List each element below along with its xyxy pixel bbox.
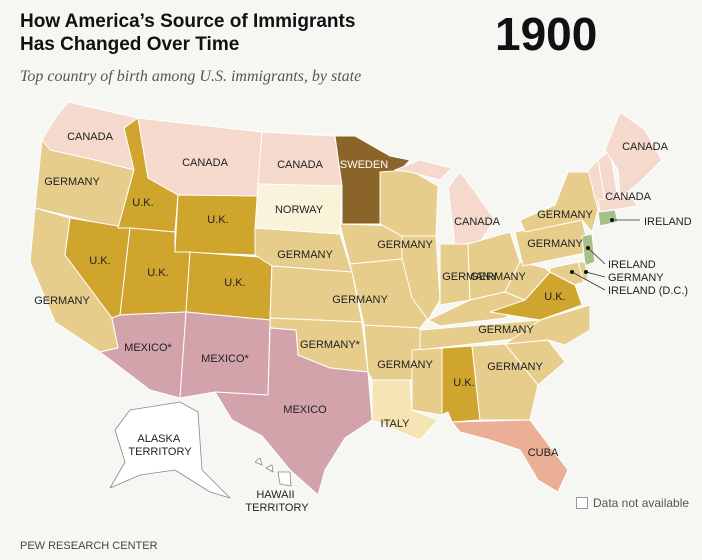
state-massachusetts [597, 195, 639, 213]
label-delaware: GERMANY [608, 272, 664, 284]
label-alaska: ALASKA TERRITORY [128, 433, 192, 458]
state-georgia [471, 343, 539, 421]
label-georgia: GERMANY [487, 361, 543, 373]
label-alaska-line2: TERRITORY [128, 446, 192, 458]
label-connecticut: IRELAND [644, 216, 692, 228]
legend-swatch-not-available [576, 497, 588, 509]
label-wisconsin: GERMANY [377, 239, 433, 251]
label-utah: U.K. [147, 267, 168, 279]
label-michigan: CANADA [454, 216, 501, 228]
state-arizona [99, 311, 187, 399]
label-hawaii-line1: HAWAII [256, 489, 294, 501]
state-florida [451, 419, 569, 493]
territory-alaska [109, 401, 231, 499]
chart-title: How America’s Source of Immigrants Has C… [20, 10, 400, 56]
label-louisiana: ITALY [381, 418, 411, 430]
label-new-mexico: MEXICO* [201, 353, 249, 365]
source-credit: PEW RESEARCH CENTER [20, 540, 158, 552]
label-north-carolina: GERMANY [478, 324, 534, 336]
label-arizona: MEXICO* [124, 342, 172, 354]
label-pennsylvania: GERMANY [527, 238, 583, 250]
state-delaware [577, 261, 589, 283]
state-michigan-upper [394, 159, 453, 181]
label-new-york: GERMANY [537, 209, 593, 221]
label-virginia: U.K. [544, 291, 565, 303]
state-west-virginia [504, 261, 551, 301]
label-new-jersey: IRELAND [608, 259, 656, 271]
label-alabama: U.K. [453, 377, 474, 389]
label-ohio: GERMANY [470, 271, 526, 283]
state-michigan [447, 171, 496, 246]
label-north-dakota: CANADA [277, 159, 324, 171]
legend: Data not available [576, 496, 689, 510]
label-south-dakota: NORWAY [275, 204, 324, 216]
state-north-carolina [504, 304, 591, 346]
label-vermont: CANADA [605, 191, 652, 203]
year-label: 1900 [495, 8, 598, 60]
state-maine [604, 111, 663, 199]
label-maine: CANADA [622, 141, 669, 153]
label-oregon: GERMANY [44, 176, 100, 188]
state-texas [214, 327, 373, 496]
label-hawaii: HAWAII TERRITORY [245, 489, 309, 514]
label-indiana: GERMANY [442, 271, 498, 283]
label-texas: MEXICO [283, 404, 327, 416]
legend-label: Data not available [593, 496, 690, 510]
subtitle: Top country of birth among U.S. immigran… [20, 68, 362, 85]
label-alaska-line1: ALASKA [137, 433, 180, 445]
label-oklahoma: GERMANY* [300, 339, 361, 351]
label-nebraska: GERMANY [277, 249, 333, 261]
title-line-2: Has Changed Over Time [20, 34, 240, 55]
label-dc: IRELAND (D.C.) [608, 285, 688, 297]
label-colorado: U.K. [224, 277, 245, 289]
territory-hawaii [254, 457, 292, 487]
label-kansas: GERMANY [332, 294, 388, 306]
state-wisconsin [379, 169, 439, 237]
label-nevada: U.K. [89, 255, 110, 267]
label-idaho: U.K. [132, 197, 153, 209]
label-arkansas: GERMANY [377, 359, 433, 371]
state-connecticut [597, 209, 619, 227]
label-washington: CANADA [67, 131, 114, 143]
label-montana: CANADA [182, 157, 229, 169]
title-line-1: How America’s Source of Immigrants [20, 11, 356, 32]
state-new-jersey [581, 233, 596, 267]
label-minnesota: SWEDEN [340, 159, 388, 171]
label-california: GERMANY [34, 295, 90, 307]
label-florida: CUBA [528, 447, 559, 459]
label-wyoming: U.K. [207, 214, 228, 226]
label-hawaii-line2: TERRITORY [245, 502, 309, 514]
state-maryland [549, 261, 585, 286]
state-louisiana [371, 379, 439, 441]
state-new-york [519, 171, 599, 233]
